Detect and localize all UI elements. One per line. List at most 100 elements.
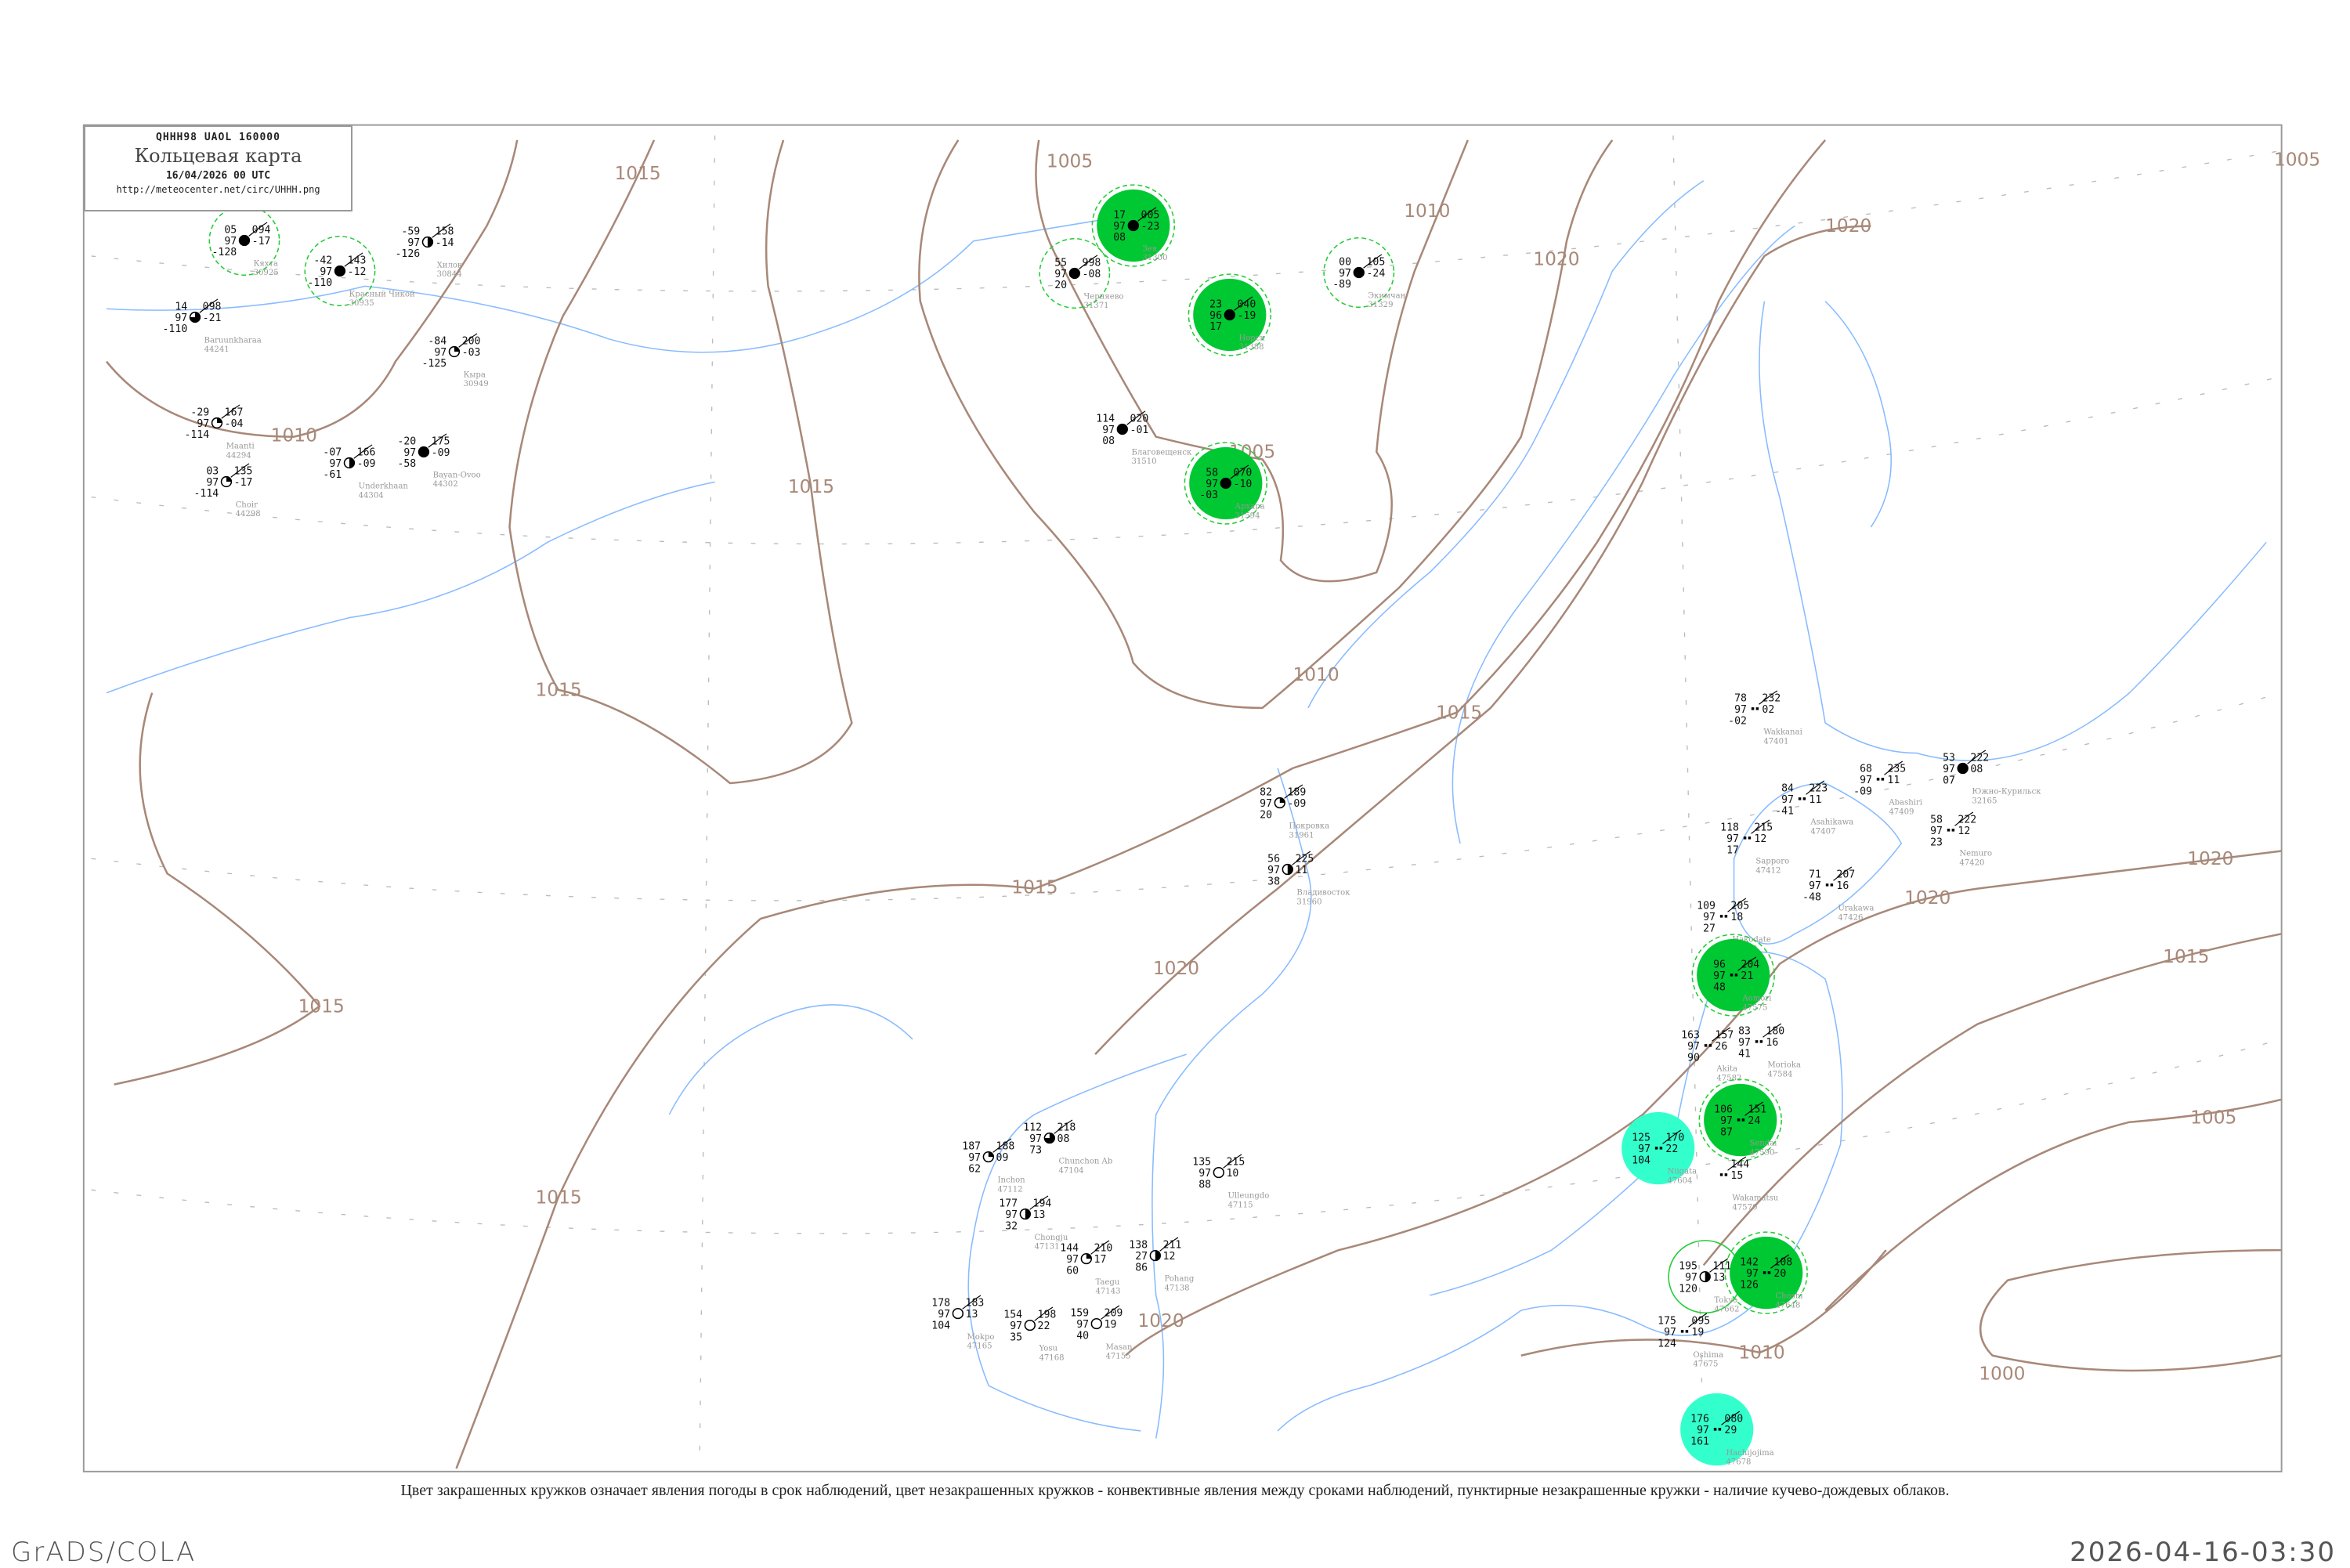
cloud-cover-fill [1287,864,1293,875]
weather-dot-icon [1719,915,1723,918]
isobars: 1005 1005 1005 1005 1010 1010 1010 1010 … [105,139,2320,1469]
cloud-cover-icon [1213,1166,1224,1179]
station-id: 47426 [1838,913,1863,922]
visibility-value: 97 [407,237,420,249]
station-name: Благовещенск [1131,449,1192,457]
station-id: 44294 [226,451,251,460]
wind-barb-icon [1363,254,1383,269]
wind-barb-icon [1884,761,1904,775]
pressure-value: 215 [1754,822,1773,833]
tendency-value: 12 [1754,833,1766,845]
pressure-value: 144 [1730,1158,1749,1170]
cloud-cover-fill [427,237,433,247]
station-name: Pohang [1164,1275,1194,1284]
tendency-value: 08 [1970,764,1983,775]
pressure-value: 222 [1970,752,1989,764]
pressure-value: 200 [462,335,481,347]
pressure-value: 235 [1887,763,1906,775]
station-name: Черняево [1083,293,1123,302]
pressure-value: 005 [1141,209,1160,221]
dewpoint-value: -125 [421,358,446,370]
visibility-value: 97 [1943,764,1955,775]
pressure-value: 098 [203,301,222,313]
pressure-value: 194 [1033,1198,1052,1209]
tendency-value: 08 [1058,1133,1070,1145]
dewpoint-value: 126 [1740,1279,1759,1291]
visibility-value: 97 [175,313,187,324]
isobar-label: 1010 [1404,201,1450,222]
wind-barb-icon [1954,811,1974,826]
visibility-value: 97 [1734,704,1747,716]
generated-timestamp: 2026-04-16-03:30 [2070,1537,2336,1568]
temperature-value: 154 [1003,1310,1022,1321]
station-id: 47104 [1058,1166,1083,1175]
isobar-1020-a [1094,225,1871,1056]
temperature-value: 23 [1209,298,1222,310]
wind-barb-icon [1727,898,1747,912]
cb-dashed-ring [1323,237,1395,309]
tendency-value: 18 [1730,912,1743,923]
wind-barb-icon [1727,1156,1747,1171]
temperature-value: 135 [1192,1156,1211,1168]
cloud-cover-icon [1220,477,1231,490]
visibility-value: 97 [1687,1041,1700,1053]
weather-dot-icon [1802,797,1806,800]
legend-caption: Цвет закрашенных кружков означает явлени… [400,1482,1950,1499]
map-frame [82,124,2283,1472]
wind-barb-icon [1721,1411,1741,1425]
station-id: 44298 [236,510,261,518]
wind-barb-icon [199,298,219,313]
isobar-label: 1015 [1436,702,1482,723]
station-name: Зея [1142,245,1157,254]
temperature-value: 118 [1720,822,1739,833]
tendency-value: 16 [1766,1037,1778,1049]
weather-dot-icon [1762,1271,1766,1274]
wind-barb-icon [1137,207,1157,222]
tendency-value: -24 [1366,268,1385,280]
wind-barb-icon [1126,410,1146,425]
dewpoint-value: -61 [323,469,342,481]
station-id: 47112 [997,1185,1022,1194]
isobar-label: 1005 [2190,1107,2236,1129]
temperature-value: 177 [999,1198,1018,1209]
wind-barb-icon [1292,851,1311,865]
wind-barb-icon [1090,1240,1110,1255]
pressure-value: 170 [1665,1132,1684,1143]
station-id: 31961 [1289,831,1314,840]
temperature-value: 142 [1740,1257,1759,1269]
visibility-value: 27 [1135,1251,1148,1263]
dewpoint-value: 20 [1260,809,1272,821]
wind-barb-icon [344,252,363,267]
dewpoint-value: 48 [1713,981,1726,993]
visibility-value: 97 [1720,1115,1733,1127]
station-id: 47604 [1667,1176,1692,1185]
visibility-value: 97 [1703,912,1716,923]
temperature-value: 195 [1679,1261,1697,1273]
isobar-1015-b [114,692,321,1086]
pressure-value: 210 [1094,1243,1113,1255]
weather-dot-icon [1741,1118,1745,1122]
tendency-value: 22 [1665,1143,1678,1155]
pressure-value: 189 [1287,786,1306,798]
visibility-value: 97 [1029,1133,1042,1145]
weather-dot-icon [1724,1173,1728,1176]
isobar-label: 1015 [788,476,834,497]
cb-dashed-ring [208,205,280,276]
station-id: 47115 [1227,1201,1253,1209]
pressure-value: 105 [1366,256,1385,268]
station-name: Underkhaan [359,482,409,491]
wind-barb-icon [221,404,240,419]
source-url[interactable]: http://meteocenter.net/circ/UHHH.png [116,184,320,195]
tendency-value: -04 [225,418,244,430]
